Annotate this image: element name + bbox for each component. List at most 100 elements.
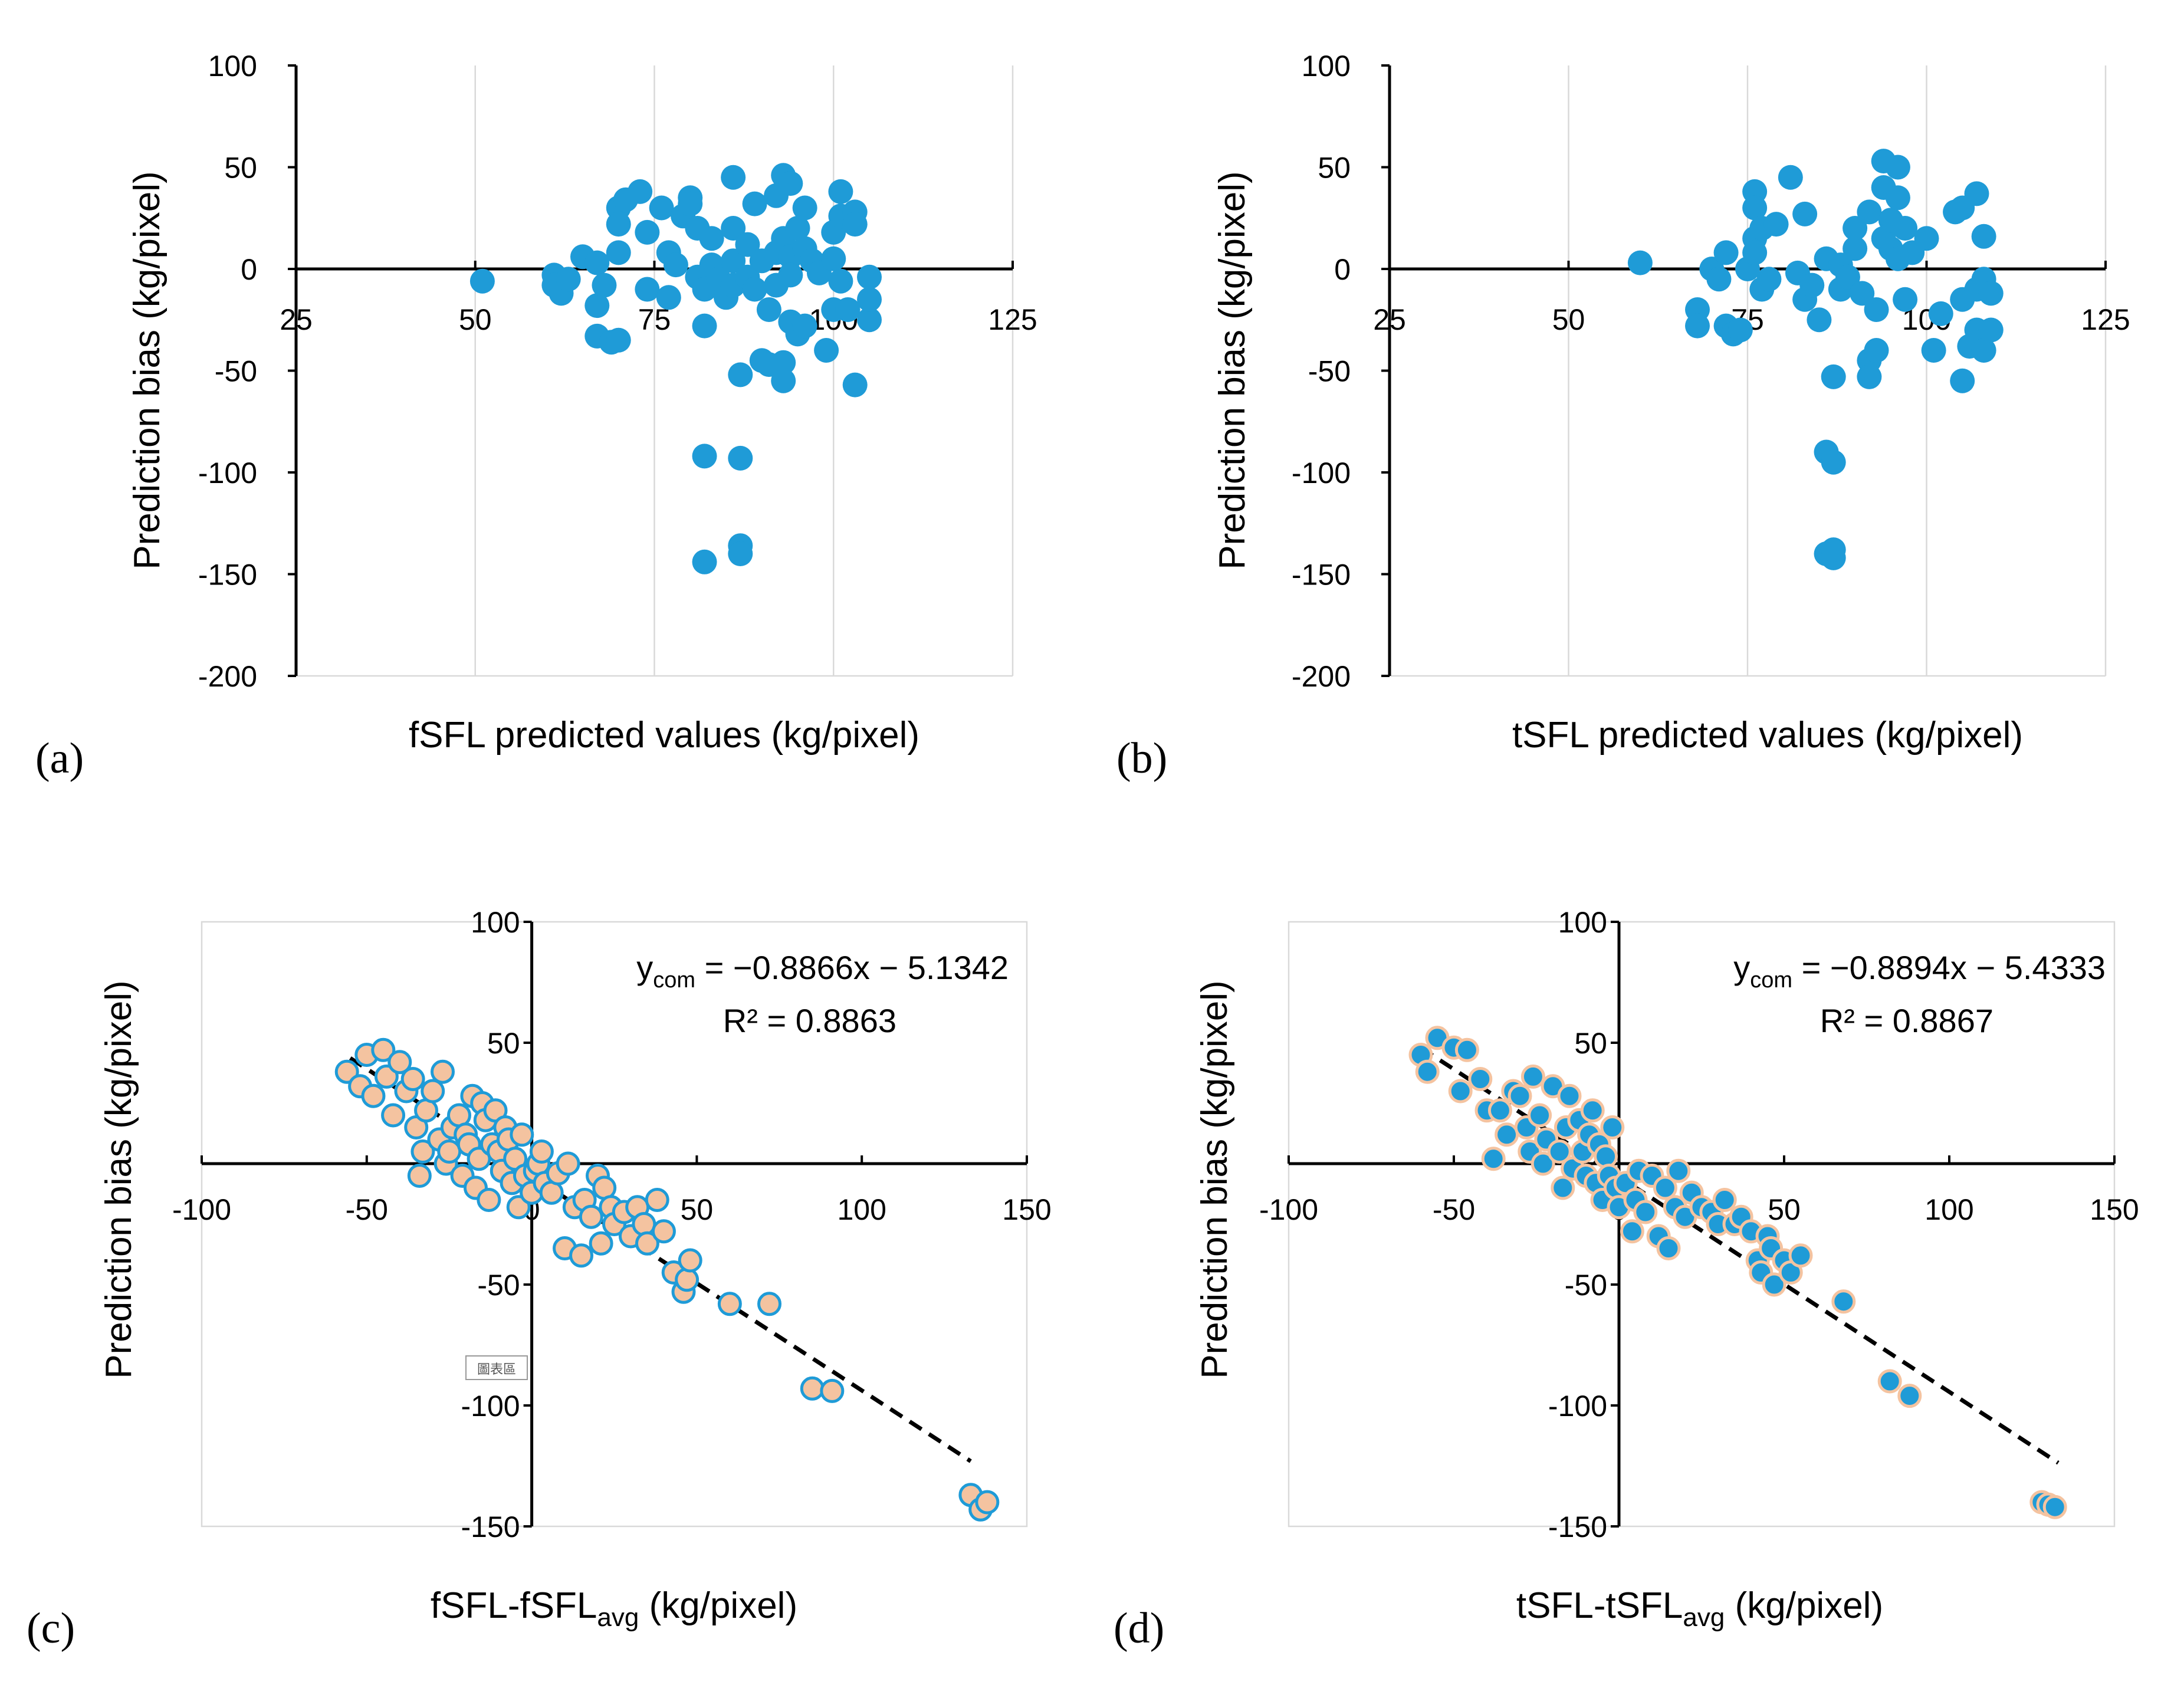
data-point	[1666, 1158, 1691, 1183]
x-tick-label: 150	[1002, 1193, 1051, 1226]
data-point	[635, 1231, 659, 1256]
data-point	[692, 549, 717, 574]
trendline	[1420, 1046, 2060, 1465]
chart-area-stamp-text: 圖表區	[477, 1362, 516, 1377]
data-point	[1481, 1147, 1506, 1171]
y-tick-label: -100	[198, 456, 257, 490]
data-point	[675, 1267, 699, 1292]
y-tick-label: 100	[1558, 906, 1607, 939]
data-point	[1528, 1103, 1552, 1128]
data-point	[371, 1037, 396, 1062]
data-point	[1685, 313, 1710, 339]
y-tick-label: -50	[1308, 355, 1351, 388]
data-point	[1468, 1067, 1493, 1091]
data-point	[857, 287, 882, 312]
data-point	[651, 1219, 676, 1244]
panel-label: (d)	[1114, 1604, 1164, 1653]
r-squared: R² = 0.8863	[723, 1002, 896, 1039]
data-point	[820, 1378, 845, 1403]
data-point	[721, 216, 746, 241]
data-point	[721, 248, 746, 274]
data-point	[1893, 216, 1918, 241]
data-point	[374, 1064, 399, 1089]
y-tick-label: -100	[1548, 1390, 1607, 1423]
x-tick-label: 100	[1924, 1193, 1973, 1226]
data-point	[1633, 1200, 1658, 1224]
data-point	[589, 1231, 613, 1256]
data-point	[1627, 250, 1653, 275]
data-point	[606, 327, 631, 353]
x-tick-label: 125	[988, 303, 1037, 336]
data-point	[1877, 1369, 1902, 1394]
y-tick-label: 50	[1318, 152, 1351, 185]
data-point	[506, 1195, 531, 1220]
data-point	[584, 250, 610, 275]
data-point	[421, 1079, 445, 1103]
data-point	[842, 212, 868, 237]
data-point	[645, 1188, 669, 1212]
data-point	[334, 1059, 359, 1084]
data-point	[1653, 1175, 1677, 1200]
data-point	[1763, 212, 1789, 237]
x-axis-title: tSFL-tSFLavg (kg/pixel)	[1516, 1585, 1883, 1632]
data-point	[1487, 1098, 1512, 1123]
data-point	[1921, 338, 1946, 363]
y-tick-label: 50	[1574, 1027, 1607, 1060]
data-point	[771, 368, 796, 393]
data-point	[1531, 1151, 1555, 1176]
data-point	[771, 350, 796, 375]
trendline-equation: ycom = −0.8894x − 5.4333	[1733, 949, 2106, 993]
data-point	[1821, 364, 1846, 389]
data-point	[1971, 338, 1996, 363]
y-axis-title: Prediction bias (kg/pixel)	[98, 980, 139, 1378]
x-axis-title: tSFL predicted values (kg/pixel)	[1512, 715, 2023, 756]
data-point	[592, 272, 617, 298]
data-point	[692, 313, 717, 339]
data-point	[381, 1103, 406, 1128]
data-point	[1799, 272, 1825, 298]
data-point	[556, 267, 581, 292]
x-tick-label: 150	[2090, 1193, 2139, 1226]
panel-label: (b)	[1116, 734, 1167, 783]
data-point	[1893, 287, 1918, 312]
x-tick-label: 125	[2081, 303, 2130, 336]
data-point	[678, 191, 703, 216]
data-point	[842, 372, 868, 398]
x-tick-label: 25	[1373, 303, 1406, 336]
data-point	[728, 362, 753, 387]
data-point	[635, 219, 660, 245]
data-point	[1415, 1059, 1440, 1084]
y-axis-title: Prediction bias (kg/pixel)	[127, 171, 168, 569]
data-point	[1788, 1243, 1813, 1268]
data-point	[584, 293, 610, 318]
y-tick-label: 100	[1302, 50, 1351, 83]
y-tick-label: -100	[461, 1390, 520, 1423]
data-point	[1850, 281, 1875, 306]
data-point	[792, 313, 817, 339]
y-axis-title: Prediction bias (kg/pixel)	[1212, 171, 1253, 569]
data-point	[1821, 537, 1846, 563]
data-point	[510, 1122, 534, 1147]
data-point	[556, 1151, 580, 1176]
data-point	[699, 226, 724, 251]
data-point	[1594, 1144, 1618, 1169]
data-point	[606, 240, 631, 265]
data-point	[1807, 307, 1832, 333]
x-axis-title: fSFL-fSFLavg (kg/pixel)	[431, 1585, 797, 1632]
data-point	[1620, 1219, 1644, 1244]
data-point	[728, 445, 753, 471]
data-point	[785, 216, 810, 241]
data-point	[735, 232, 760, 257]
data-point	[792, 195, 817, 221]
x-tick-label: 50	[681, 1193, 714, 1226]
data-point	[828, 268, 853, 294]
data-point	[828, 179, 853, 204]
x-tick-label: 50	[1768, 1193, 1801, 1226]
data-point	[1928, 301, 1953, 326]
data-point	[1706, 267, 1732, 292]
y-tick-label: -150	[1292, 559, 1351, 592]
chart-panel-b: 25 50 75 100 125-200-150-100-50050100Predict…	[1116, 50, 2130, 783]
data-point	[2042, 1495, 2067, 1519]
data-point	[742, 191, 767, 216]
